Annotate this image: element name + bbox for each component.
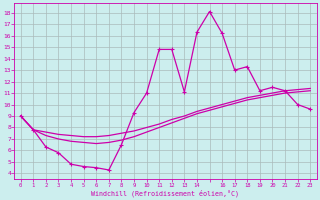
X-axis label: Windchill (Refroidissement éolien,°C): Windchill (Refroidissement éolien,°C) — [92, 189, 239, 197]
